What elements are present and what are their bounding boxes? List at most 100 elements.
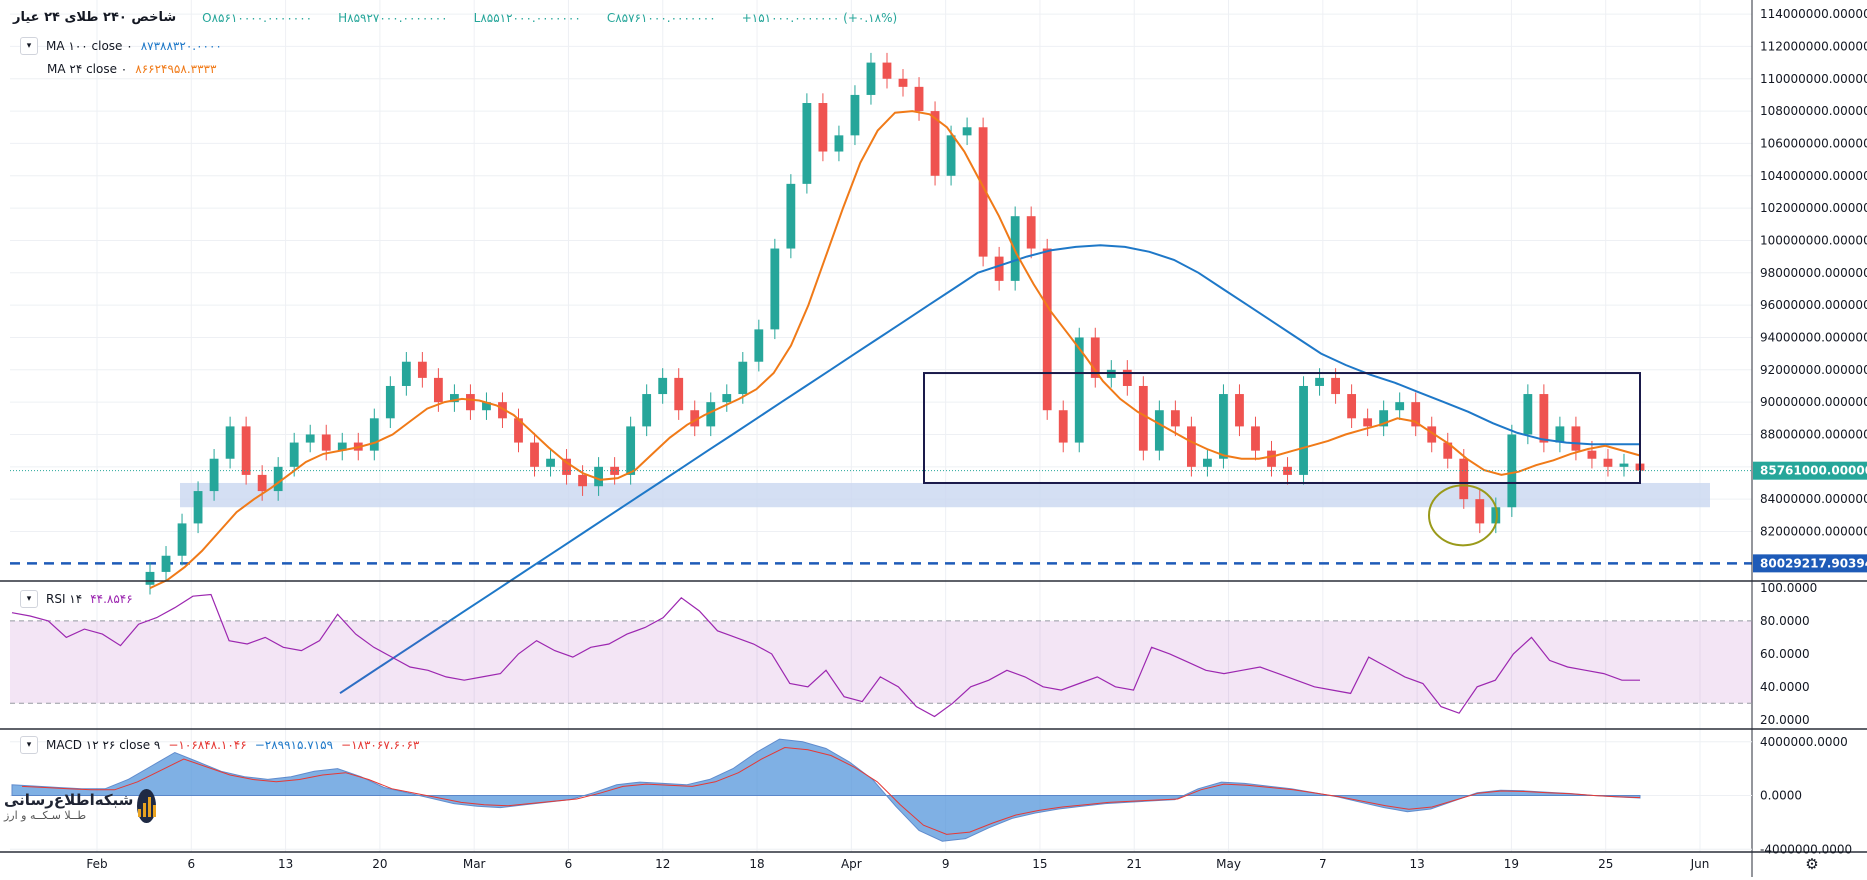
price-tick-label: 82000000.0000000	[1760, 524, 1867, 538]
candle-body	[530, 442, 539, 467]
candle-body	[1539, 394, 1549, 443]
macd-tick-label: 4000000.0000	[1760, 735, 1848, 749]
candle-body	[433, 377, 443, 403]
candle-body	[1058, 410, 1068, 443]
candle-body	[898, 78, 908, 87]
logo-main-text: شبکه‌اطلاع‌رسانی	[4, 790, 134, 809]
candle-body	[450, 394, 459, 403]
ma100-line	[339, 244, 1640, 695]
collapse-macd-button[interactable]: ▾	[20, 736, 38, 754]
candle-body	[962, 127, 972, 136]
candle-body	[722, 394, 732, 403]
candle-body	[257, 474, 267, 492]
price-tick-label: 114000000.0000000	[1760, 7, 1867, 21]
collapse-legend-button[interactable]: ▾	[20, 37, 38, 55]
candle-body	[514, 418, 523, 443]
candle-body	[177, 523, 187, 556]
price-tick-label: 104000000.0000000	[1760, 169, 1867, 183]
rsi-line	[11, 593, 1640, 718]
candle-body	[914, 86, 924, 112]
symbol-header: شاخص ۲۴۰ طلای ۲۴ عیار O۸۵۶۱۰۰۰۰.۰۰۰۰۰۰۰ …	[13, 10, 897, 25]
candle-body	[305, 434, 315, 443]
rsi-tick-label: 60.0000	[1760, 647, 1810, 661]
candle-body	[674, 377, 684, 411]
current-price-badge	[1753, 461, 1867, 480]
time-tick-label: 18	[749, 857, 764, 871]
candle-body	[882, 62, 892, 79]
logo-sub-text: طــلا سـکــه و ارز	[4, 808, 87, 822]
candle-body	[770, 248, 780, 330]
candle-body	[1251, 426, 1260, 451]
candle-body	[690, 410, 700, 427]
time-tick-label: 25	[1598, 857, 1613, 871]
ma24-label: MA ۲۴ close ۰	[47, 62, 128, 76]
candle-body	[1459, 458, 1469, 500]
price-tick-label: 112000000.0000000	[1760, 39, 1867, 53]
rsi-tick-label: 100.0000	[1760, 581, 1817, 595]
price-tick-label: 106000000.0000000	[1760, 136, 1867, 150]
candle-body	[1010, 216, 1020, 281]
candle-body	[994, 256, 1004, 281]
price-tick-label: 108000000.0000000	[1760, 104, 1867, 118]
time-tick-label: 6	[565, 857, 573, 871]
candle-body	[946, 135, 956, 176]
candle-body	[1154, 410, 1164, 451]
consolidation-box	[923, 372, 1641, 484]
ma100-value: ۸۷۳۸۸۳۲۰.۰۰۰۰	[140, 39, 222, 53]
candle-body	[1475, 499, 1485, 524]
collapse-rsi-button[interactable]: ▾	[20, 590, 38, 608]
time-tick-label: Feb	[86, 857, 107, 871]
candle-body	[706, 402, 716, 427]
candle-body	[273, 466, 283, 492]
candle-body	[658, 377, 668, 395]
header-close: C۸۵۷۶۱۰۰۰.۰۰۰۰۰۰۰	[606, 10, 716, 25]
time-tick-label: 20	[372, 857, 387, 871]
ma100-label: MA ۱۰۰ close ۰	[46, 39, 133, 53]
price-tick-label: 90000000.0000000	[1760, 395, 1867, 409]
candle-body	[1411, 402, 1421, 427]
candle-body	[466, 394, 475, 411]
candle-body	[1363, 418, 1373, 427]
ma24-legend: MA ۲۴ close ۰ ۸۶۶۲۴۹۵۸.۳۳۳۳	[47, 62, 216, 76]
candle-body	[1587, 450, 1597, 459]
current-price-label: 85761000.0000000	[1760, 464, 1867, 478]
rsi-band	[10, 620, 1752, 704]
watermark-logo: شبکه‌اطلاع‌رسانی طــلا سـکــه و ارز	[4, 786, 156, 826]
price-tick-label: 96000000.0000000	[1760, 298, 1867, 312]
candle-body	[1507, 434, 1517, 508]
candle-body	[754, 329, 764, 362]
candle-body	[337, 442, 347, 451]
candle-body	[1042, 248, 1052, 411]
candle-body	[562, 458, 571, 475]
candle-body	[1315, 377, 1324, 386]
candle-body	[1186, 426, 1196, 467]
candle-body	[1283, 466, 1292, 475]
rsi-value: ۴۴.۸۵۴۶	[90, 592, 133, 606]
time-tick-label: 13	[1409, 857, 1424, 871]
highlight-circle	[1428, 484, 1498, 547]
candle-body	[209, 458, 219, 492]
macd-value-2: −۲۸۹۹۱۵.۷۱۵۹	[254, 738, 334, 752]
candle-body	[834, 135, 844, 152]
rsi-legend: ▾ RSI ۱۴ ۴۴.۸۵۴۶	[20, 590, 133, 608]
ma24-line	[149, 110, 1641, 590]
header-change: +۱۵۱۰۰۰.۰۰۰۰۰۰۰ (+۰.۱۸%)	[741, 10, 898, 25]
rsi-tick-label: 40.0000	[1760, 680, 1810, 694]
price-tick-label: 102000000.0000000	[1760, 201, 1867, 215]
price-tick-label: 100000000.0000000	[1760, 233, 1867, 247]
candle-body	[1443, 442, 1453, 459]
macd-tick-label: 0.0000	[1760, 789, 1802, 803]
macd-area	[11, 738, 1641, 842]
candle-body	[1491, 507, 1501, 524]
candle-body	[385, 385, 395, 419]
candle-body	[1331, 377, 1340, 395]
candle-body	[546, 458, 555, 467]
price-tick-label: 98000000.0000000	[1760, 266, 1867, 280]
price-tick-label: 84000000.0000000	[1760, 492, 1867, 506]
candle-body	[1379, 410, 1389, 427]
rsi-tick-label: 20.0000	[1760, 713, 1810, 727]
price-tick-label: 94000000.0000000	[1760, 330, 1867, 344]
header-open: O۸۵۶۱۰۰۰۰.۰۰۰۰۰۰۰	[202, 10, 313, 25]
settings-gear-icon[interactable]: ⚙	[1805, 855, 1818, 873]
